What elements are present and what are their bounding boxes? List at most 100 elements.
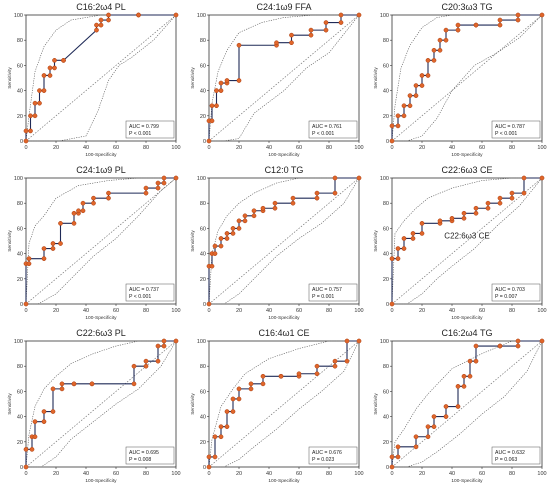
roc-point xyxy=(332,190,338,196)
roc-point xyxy=(425,73,431,78)
roc-point xyxy=(413,93,419,98)
roc-point xyxy=(308,32,314,38)
roc-point xyxy=(71,381,77,387)
roc-point xyxy=(209,263,215,269)
roc-point xyxy=(23,128,29,134)
x-tick-label: 100 xyxy=(354,308,363,314)
y-tick-label: 0 xyxy=(203,465,206,471)
roc-point xyxy=(443,37,449,43)
y-tick-label: 80 xyxy=(383,201,389,207)
y-tick-label: 80 xyxy=(200,38,206,44)
y-tick-label: 60 xyxy=(200,389,206,395)
x-tick-label: 0 xyxy=(207,145,210,151)
roc-point xyxy=(515,338,521,344)
roc-point xyxy=(515,12,521,18)
roc-point xyxy=(473,22,479,28)
y-tick-label: 40 xyxy=(17,252,23,258)
roc-point xyxy=(455,27,461,33)
roc-point xyxy=(344,338,350,344)
roc-point xyxy=(26,256,32,261)
roc-point xyxy=(80,200,86,206)
y-tick-label: 100 xyxy=(380,176,389,182)
auc-label: AUC = 0.632 xyxy=(495,450,525,456)
p-value-label: P < 0.001 xyxy=(129,294,151,300)
chart-title: C22:6ω3 PL xyxy=(76,328,126,338)
x-tick-label: 40 xyxy=(83,471,89,477)
x-tick-label: 80 xyxy=(509,145,515,151)
roc-point xyxy=(173,12,179,18)
ci-lower-bound xyxy=(209,14,360,142)
y-tick-label: 0 xyxy=(203,302,206,308)
y-tick-label: 60 xyxy=(17,226,23,232)
reference-diagonal xyxy=(208,177,360,305)
roc-point xyxy=(136,12,141,18)
x-tick-label: 100 xyxy=(354,145,363,151)
chart-title: C12:0 TG xyxy=(265,165,304,175)
roc-point xyxy=(71,210,77,216)
roc-point xyxy=(98,17,104,23)
plot-frame xyxy=(25,177,177,305)
roc-point xyxy=(401,103,407,109)
roc-point xyxy=(497,17,503,23)
roc-point xyxy=(395,123,401,129)
roc-point xyxy=(242,213,248,219)
x-tick-label: 80 xyxy=(143,471,149,477)
y-tick-label: 80 xyxy=(17,38,23,44)
roc-point xyxy=(332,358,338,364)
roc-panel: C16:2ω4 PL 0 0 20 20 40 40 60 60 80 80 100 100 100-Sp… xyxy=(0,0,183,163)
roc-point xyxy=(515,343,521,349)
auc-box xyxy=(308,283,358,302)
auc-box xyxy=(491,120,541,139)
roc-point xyxy=(260,205,266,211)
roc-point xyxy=(94,27,99,33)
roc-point xyxy=(425,424,431,430)
roc-point xyxy=(28,113,33,119)
x-tick-label: 0 xyxy=(390,471,393,477)
roc-point xyxy=(410,231,416,236)
x-tick-label: 60 xyxy=(479,308,485,314)
roc-point xyxy=(509,195,515,201)
x-axis-label: 100-Specificity xyxy=(268,478,300,484)
reference-diagonal xyxy=(391,340,543,468)
chart-title: C24:1ω9 PL xyxy=(76,165,126,175)
roc-point xyxy=(314,190,320,196)
ci-lower-bound xyxy=(392,340,543,468)
roc-point xyxy=(224,424,230,430)
roc-point xyxy=(407,93,413,98)
y-axis-label: Sensitivity xyxy=(373,393,379,415)
roc-point xyxy=(218,236,224,241)
roc-point xyxy=(401,246,407,251)
roc-point xyxy=(290,195,296,201)
roc-point xyxy=(61,58,66,63)
x-axis-label: 100-Specificity xyxy=(85,478,117,484)
roc-point xyxy=(91,200,96,206)
roc-point xyxy=(296,371,302,377)
roc-point xyxy=(218,434,224,440)
y-tick-label: 80 xyxy=(383,38,389,44)
roc-point xyxy=(395,246,401,251)
roc-point xyxy=(236,386,242,392)
auc-label: AUC = 0.676 xyxy=(312,450,342,456)
x-tick-label: 40 xyxy=(83,145,89,151)
auc-label: AUC = 0.737 xyxy=(129,287,159,293)
roc-point xyxy=(155,185,161,191)
y-tick-label: 100 xyxy=(197,176,206,182)
roc-point xyxy=(461,215,467,221)
roc-point xyxy=(521,190,527,196)
roc-point xyxy=(58,221,63,226)
roc-point xyxy=(389,123,395,129)
roc-point xyxy=(218,424,224,430)
roc-point xyxy=(155,180,161,186)
reference-diagonal xyxy=(208,14,360,142)
roc-chart: C22:6ω3 CE 00 20 20 40 40 60 60 80 80 100 100 100-Sp… xyxy=(373,165,547,321)
x-tick-label: 80 xyxy=(143,145,149,151)
y-tick-label: 80 xyxy=(17,364,23,370)
roc-panel: C22:6ω3 CE 0 0 20 20 40 40 60 60 80 80 100 100 100-Sp… xyxy=(366,163,549,326)
roc-point xyxy=(59,381,65,387)
x-tick-label: 20 xyxy=(419,471,425,477)
x-axis-label: 100-Specificity xyxy=(451,315,483,321)
y-tick-label: 20 xyxy=(17,277,23,283)
roc-point xyxy=(467,373,473,379)
plot-frame xyxy=(208,177,360,305)
roc-chart: C12:0 TG 00 20 20 40 40 60 60 80 80 100 100 100-Spec… xyxy=(190,165,364,321)
